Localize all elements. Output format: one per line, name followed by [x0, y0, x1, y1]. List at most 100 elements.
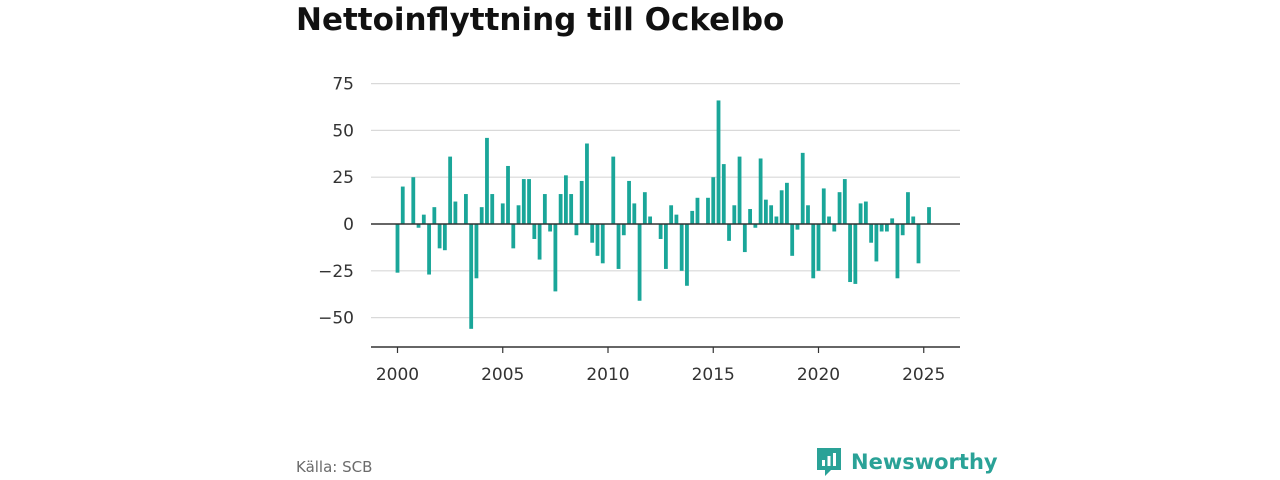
bar — [758, 158, 763, 224]
bar — [579, 180, 584, 224]
bar — [827, 216, 831, 224]
bar — [821, 188, 826, 224]
bar — [442, 224, 447, 251]
bar — [516, 205, 521, 224]
bar — [400, 186, 405, 224]
bar — [537, 224, 542, 260]
bar — [527, 179, 531, 224]
bar — [448, 156, 453, 224]
newsworthy-logo-icon — [817, 448, 841, 476]
bar — [711, 177, 716, 224]
bar — [737, 156, 742, 224]
bar — [500, 203, 505, 224]
bar — [900, 224, 905, 236]
bar — [532, 224, 537, 239]
bar — [895, 224, 900, 279]
bar — [395, 224, 400, 273]
bar — [558, 194, 563, 224]
bar — [879, 224, 884, 232]
y-tick-label: 25 — [332, 168, 354, 188]
chart-title: Nettoinflyttning till Ockelbo — [296, 2, 785, 38]
bar — [648, 216, 652, 224]
bar — [816, 224, 821, 271]
bar — [727, 224, 731, 241]
bar — [748, 209, 752, 224]
bar — [885, 224, 889, 232]
bar — [869, 224, 874, 243]
bar — [911, 216, 916, 224]
bar — [890, 218, 895, 224]
bar — [600, 224, 605, 264]
bar — [621, 224, 626, 236]
bar — [427, 224, 431, 275]
bar — [853, 224, 858, 284]
bar — [858, 203, 863, 224]
bar — [706, 197, 710, 224]
bar — [742, 224, 747, 253]
bar — [906, 192, 910, 224]
bar — [616, 224, 621, 269]
bar — [848, 224, 852, 283]
bar — [685, 224, 689, 286]
bar — [611, 156, 616, 224]
x-tick-label: 2025 — [902, 365, 945, 385]
y-tick-label: 0 — [343, 215, 354, 235]
y-tick-label: 50 — [332, 121, 354, 141]
bar — [521, 179, 526, 224]
y-axis: 75 50 25 0 −25 −50 — [318, 75, 354, 329]
bar — [590, 224, 595, 243]
bar — [753, 224, 758, 228]
bar — [663, 224, 668, 269]
bar — [569, 194, 574, 224]
bar — [627, 180, 631, 224]
bar — [469, 224, 474, 329]
bar — [874, 224, 879, 262]
gridlines — [371, 82, 960, 319]
bar — [564, 175, 568, 224]
bar — [916, 224, 921, 264]
source-note: Källa: SCB — [296, 458, 373, 476]
bar — [474, 224, 479, 279]
bar — [485, 137, 489, 224]
bar — [632, 203, 637, 224]
bar — [669, 205, 674, 224]
bar — [779, 190, 784, 224]
bar — [832, 224, 837, 232]
bar — [658, 224, 663, 239]
bar — [506, 165, 510, 224]
bar — [695, 197, 700, 224]
bar — [479, 207, 484, 224]
bar — [842, 179, 847, 224]
bar — [690, 210, 695, 224]
bar — [785, 182, 789, 224]
bars — [395, 100, 931, 329]
bar — [585, 143, 589, 224]
x-axis: 2000 2005 2010 2015 2020 2025 — [376, 347, 945, 385]
bar — [511, 224, 516, 249]
bar — [806, 205, 810, 224]
bar — [790, 224, 795, 256]
y-tick-label: 75 — [332, 75, 354, 95]
bar — [416, 224, 421, 228]
bar — [774, 216, 779, 224]
bar — [421, 214, 426, 224]
bar — [732, 205, 737, 224]
bar — [795, 224, 800, 230]
brand-logo[interactable]: Newsworthy — [815, 446, 998, 478]
bar — [800, 152, 805, 224]
bar — [553, 224, 558, 292]
bar — [763, 199, 768, 224]
x-tick-label: 2010 — [586, 365, 629, 385]
bar — [637, 224, 642, 301]
bar — [769, 205, 774, 224]
bar — [411, 177, 416, 224]
bar — [716, 100, 721, 224]
bar — [542, 194, 547, 224]
x-tick-label: 2020 — [797, 365, 840, 385]
bar — [863, 201, 868, 224]
bar — [574, 224, 579, 236]
y-tick-label: −50 — [318, 309, 354, 329]
bar — [437, 224, 442, 249]
bar — [811, 224, 816, 279]
